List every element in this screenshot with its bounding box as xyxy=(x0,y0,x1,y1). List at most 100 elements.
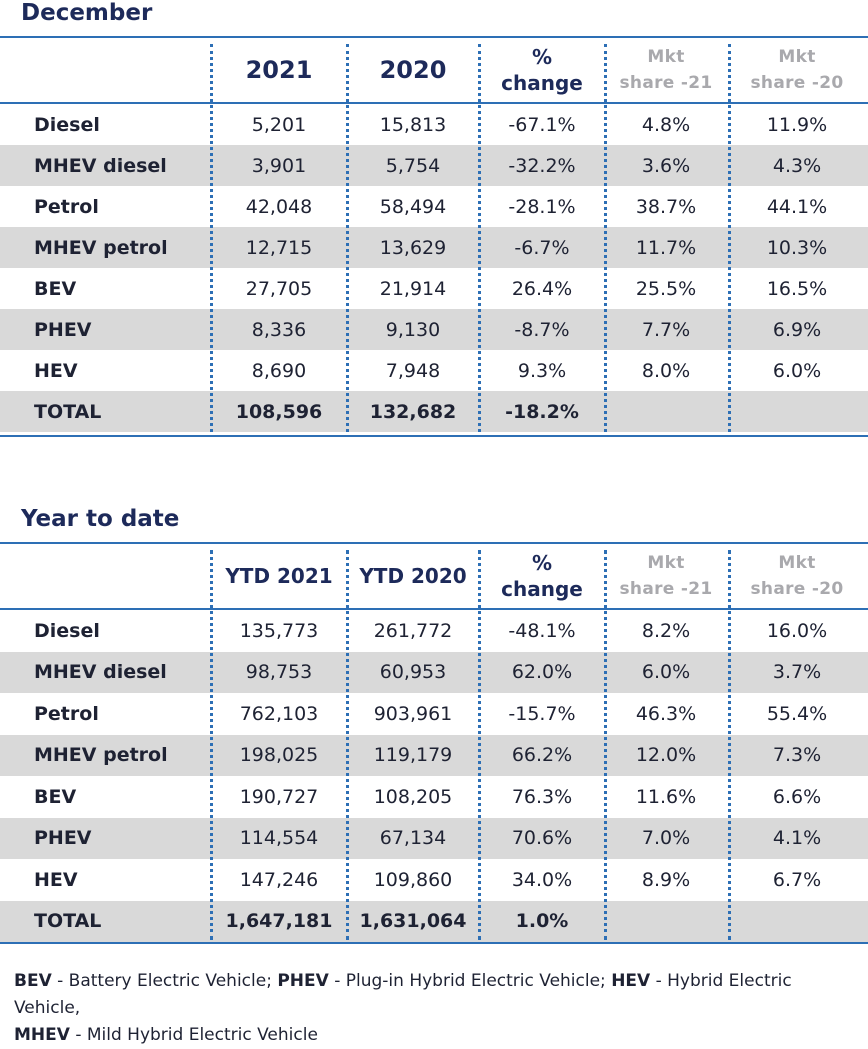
cell-value-2: 60,953 xyxy=(379,661,447,684)
header-mkt-share-20: Mkt share -20 xyxy=(750,553,844,599)
cell-pct-change: -32.2% xyxy=(508,154,576,177)
table-row: PHEV 8,336 9,130 -8.7% 7.7% 6.9% xyxy=(0,309,868,350)
row-label: MHEV diesel xyxy=(34,661,167,684)
total-row: TOTAL 1,647,181 1,631,064 1.0% xyxy=(0,900,868,943)
row-label: HEV xyxy=(34,359,78,382)
header-mkt-share-21: Mkt share -21 xyxy=(619,553,713,599)
table-row: Petrol 42,048 58,494 -28.1% 38.7% 44.1% xyxy=(0,186,868,227)
column-divider xyxy=(478,550,481,940)
cell-value-1: 12,715 xyxy=(245,236,313,259)
cell-value-2: 13,629 xyxy=(379,236,447,259)
cell-share-20: 6.6% xyxy=(772,785,822,808)
cell-share-21: 7.0% xyxy=(641,827,691,850)
cell-value-2: 15,813 xyxy=(379,113,447,136)
legend-text: - Battery Electric Vehicle; xyxy=(51,971,278,991)
cell-value-1: 108,596 xyxy=(235,400,323,423)
table-row: BEV 27,705 21,914 26.4% 25.5% 16.5% xyxy=(0,268,868,309)
cell-share-20: 10.3% xyxy=(766,236,828,259)
legend-abbr: MHEV xyxy=(14,1025,70,1045)
column-divider xyxy=(346,44,349,432)
cell-share-21: 6.0% xyxy=(641,661,691,684)
cell-value-2: 9,130 xyxy=(385,318,441,341)
row-label: MHEV petrol xyxy=(34,744,168,767)
column-divider xyxy=(604,44,607,432)
cell-share-20: 6.9% xyxy=(772,318,822,341)
cell-pct-change: 34.0% xyxy=(511,868,573,891)
row-label: Petrol xyxy=(34,702,99,725)
table-row: Petrol 762,103 903,961 -15.7% 46.3% 55.4% xyxy=(0,693,868,735)
header-rule xyxy=(0,102,868,104)
cell-value-1: 27,705 xyxy=(245,277,313,300)
cell-pct-change: 26.4% xyxy=(511,277,573,300)
cell-share-21: 3.6% xyxy=(641,154,691,177)
cell-share-20: 16.0% xyxy=(766,619,828,642)
column-divider xyxy=(604,550,607,940)
cell-share-20: 7.3% xyxy=(772,744,822,767)
cell-share-20 xyxy=(730,901,864,943)
cell-pct-change: 76.3% xyxy=(511,785,573,808)
row-label: PHEV xyxy=(34,827,92,850)
legend-abbr: BEV xyxy=(14,971,52,991)
cell-share-21: 11.7% xyxy=(635,236,697,259)
cell-share-21 xyxy=(606,391,726,432)
table-row: Diesel 5,201 15,813 -67.1% 4.8% 11.9% xyxy=(0,104,868,145)
legend-abbr: HEV xyxy=(611,971,651,991)
column-divider xyxy=(728,550,731,940)
cell-value-1: 5,201 xyxy=(251,113,307,136)
header-ytd-2020: YTD 2020 xyxy=(359,564,467,588)
row-label: BEV xyxy=(34,785,77,808)
cell-value-2: 903,961 xyxy=(373,702,453,725)
table-row: PHEV 114,554 67,134 70.6% 7.0% 4.1% xyxy=(0,817,868,859)
table-bottom-rule xyxy=(0,942,868,944)
cell-value-2: 5,754 xyxy=(385,154,441,177)
cell-value-1: 42,048 xyxy=(245,195,313,218)
cell-value-1: 3,901 xyxy=(251,154,307,177)
row-label: TOTAL xyxy=(34,400,102,423)
cell-pct-change: -28.1% xyxy=(508,195,576,218)
header-rule xyxy=(0,608,868,610)
header-mkt-share-20: Mkt share -20 xyxy=(750,47,844,93)
cell-pct-change: -8.7% xyxy=(514,318,570,341)
column-divider xyxy=(478,44,481,432)
row-label: TOTAL xyxy=(34,910,102,933)
section-title: December xyxy=(21,0,153,26)
cell-pct-change: 1.0% xyxy=(515,910,569,933)
cell-value-2: 21,914 xyxy=(379,277,447,300)
cell-value-2: 108,205 xyxy=(373,785,453,808)
table-row: MHEV diesel 3,901 5,754 -32.2% 3.6% 4.3% xyxy=(0,145,868,186)
table-row: MHEV petrol 198,025 119,179 66.2% 12.0% 7.3% xyxy=(0,734,868,776)
table-bottom-rule xyxy=(0,435,868,437)
cell-share-20: 4.1% xyxy=(772,827,822,850)
table-row: MHEV petrol 12,715 13,629 -6.7% 11.7% 10.3% xyxy=(0,227,868,268)
row-label: PHEV xyxy=(34,318,92,341)
cell-value-1: 198,025 xyxy=(239,744,319,767)
column-divider xyxy=(728,44,731,432)
section-title: Year to date xyxy=(21,506,180,532)
cell-pct-change: 9.3% xyxy=(517,359,567,382)
table-row: HEV 8,690 7,948 9.3% 8.0% 6.0% xyxy=(0,350,868,391)
cell-value-2: 132,682 xyxy=(369,400,457,423)
table-row: HEV 147,246 109,860 34.0% 8.9% 6.7% xyxy=(0,859,868,901)
cell-value-2: 58,494 xyxy=(379,195,447,218)
cell-share-21: 25.5% xyxy=(635,277,697,300)
cell-value-1: 1,647,181 xyxy=(225,910,333,933)
cell-value-1: 190,727 xyxy=(239,785,319,808)
cell-share-21: 8.9% xyxy=(641,868,691,891)
row-label: Diesel xyxy=(34,619,100,642)
cell-share-21: 46.3% xyxy=(635,702,697,725)
table-top-rule xyxy=(0,542,868,544)
row-label: Petrol xyxy=(34,195,99,218)
cell-share-21: 38.7% xyxy=(635,195,697,218)
cell-share-21: 11.6% xyxy=(635,785,697,808)
cell-value-1: 114,554 xyxy=(239,827,319,850)
table-row: MHEV diesel 98,753 60,953 62.0% 6.0% 3.7% xyxy=(0,651,868,693)
cell-value-2: 1,631,064 xyxy=(359,910,467,933)
abbreviation-legend: BEV - Battery Electric Vehicle; PHEV - P… xyxy=(14,968,854,1049)
cell-share-20: 11.9% xyxy=(766,113,828,136)
legend-abbr: PHEV xyxy=(277,971,329,991)
cell-pct-change: -18.2% xyxy=(505,400,579,423)
cell-value-1: 8,336 xyxy=(251,318,307,341)
cell-share-20: 6.7% xyxy=(772,868,822,891)
cell-pct-change: -48.1% xyxy=(508,619,576,642)
cell-value-1: 147,246 xyxy=(239,868,319,891)
